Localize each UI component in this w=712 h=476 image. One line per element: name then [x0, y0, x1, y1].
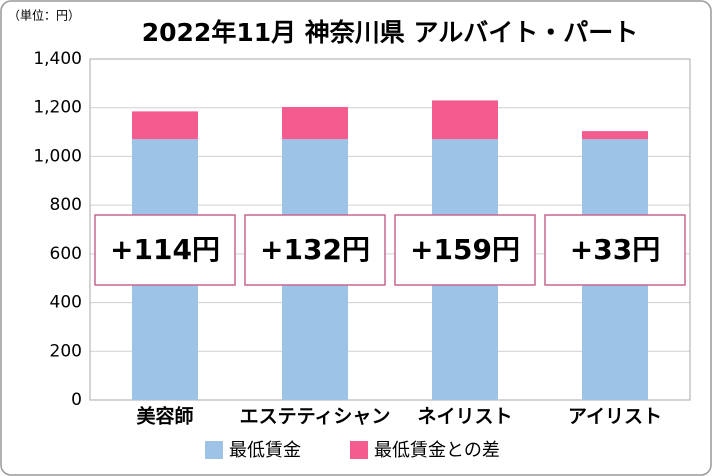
- x-tick-label: アイリスト: [568, 406, 662, 428]
- y-tick-label: 0: [71, 390, 82, 410]
- bar-segment: [432, 100, 498, 140]
- y-tick-label: 400: [50, 293, 82, 313]
- value-label-box: [94, 214, 236, 286]
- x-tick-label: 美容師: [136, 405, 193, 428]
- y-tick-label: 1,000: [33, 146, 82, 166]
- bar-segment: [132, 111, 198, 140]
- y-tick-label: 600: [50, 244, 82, 264]
- value-label-box: [394, 214, 536, 286]
- plot-border: [89, 58, 691, 401]
- y-tick-label: 200: [50, 341, 82, 361]
- value-label: +33円: [570, 233, 660, 266]
- legend-swatch: [350, 441, 368, 459]
- bar-segment: [282, 106, 348, 140]
- y-tick-label: 800: [50, 195, 82, 215]
- chart-title: 2022年11月 神奈川県 アルバイト・パート: [142, 18, 639, 47]
- value-label: +159円: [410, 233, 520, 266]
- x-tick-label: ネイリスト: [417, 406, 512, 428]
- legend-label: 最低賃金との差: [374, 440, 500, 461]
- bar-segment: [582, 131, 648, 140]
- y-tick-label: 1,200: [33, 98, 82, 118]
- unit-label: （単位：円）: [8, 8, 80, 23]
- value-label-box: [244, 214, 386, 286]
- value-label-box: [544, 214, 686, 286]
- value-label: +132円: [260, 233, 370, 266]
- value-label: +114円: [110, 233, 220, 266]
- legend-label: 最低賃金: [229, 440, 301, 461]
- legend-swatch: [205, 441, 223, 459]
- y-tick-label: 1,400: [33, 49, 82, 69]
- x-tick-label: エステティシャン: [240, 406, 391, 428]
